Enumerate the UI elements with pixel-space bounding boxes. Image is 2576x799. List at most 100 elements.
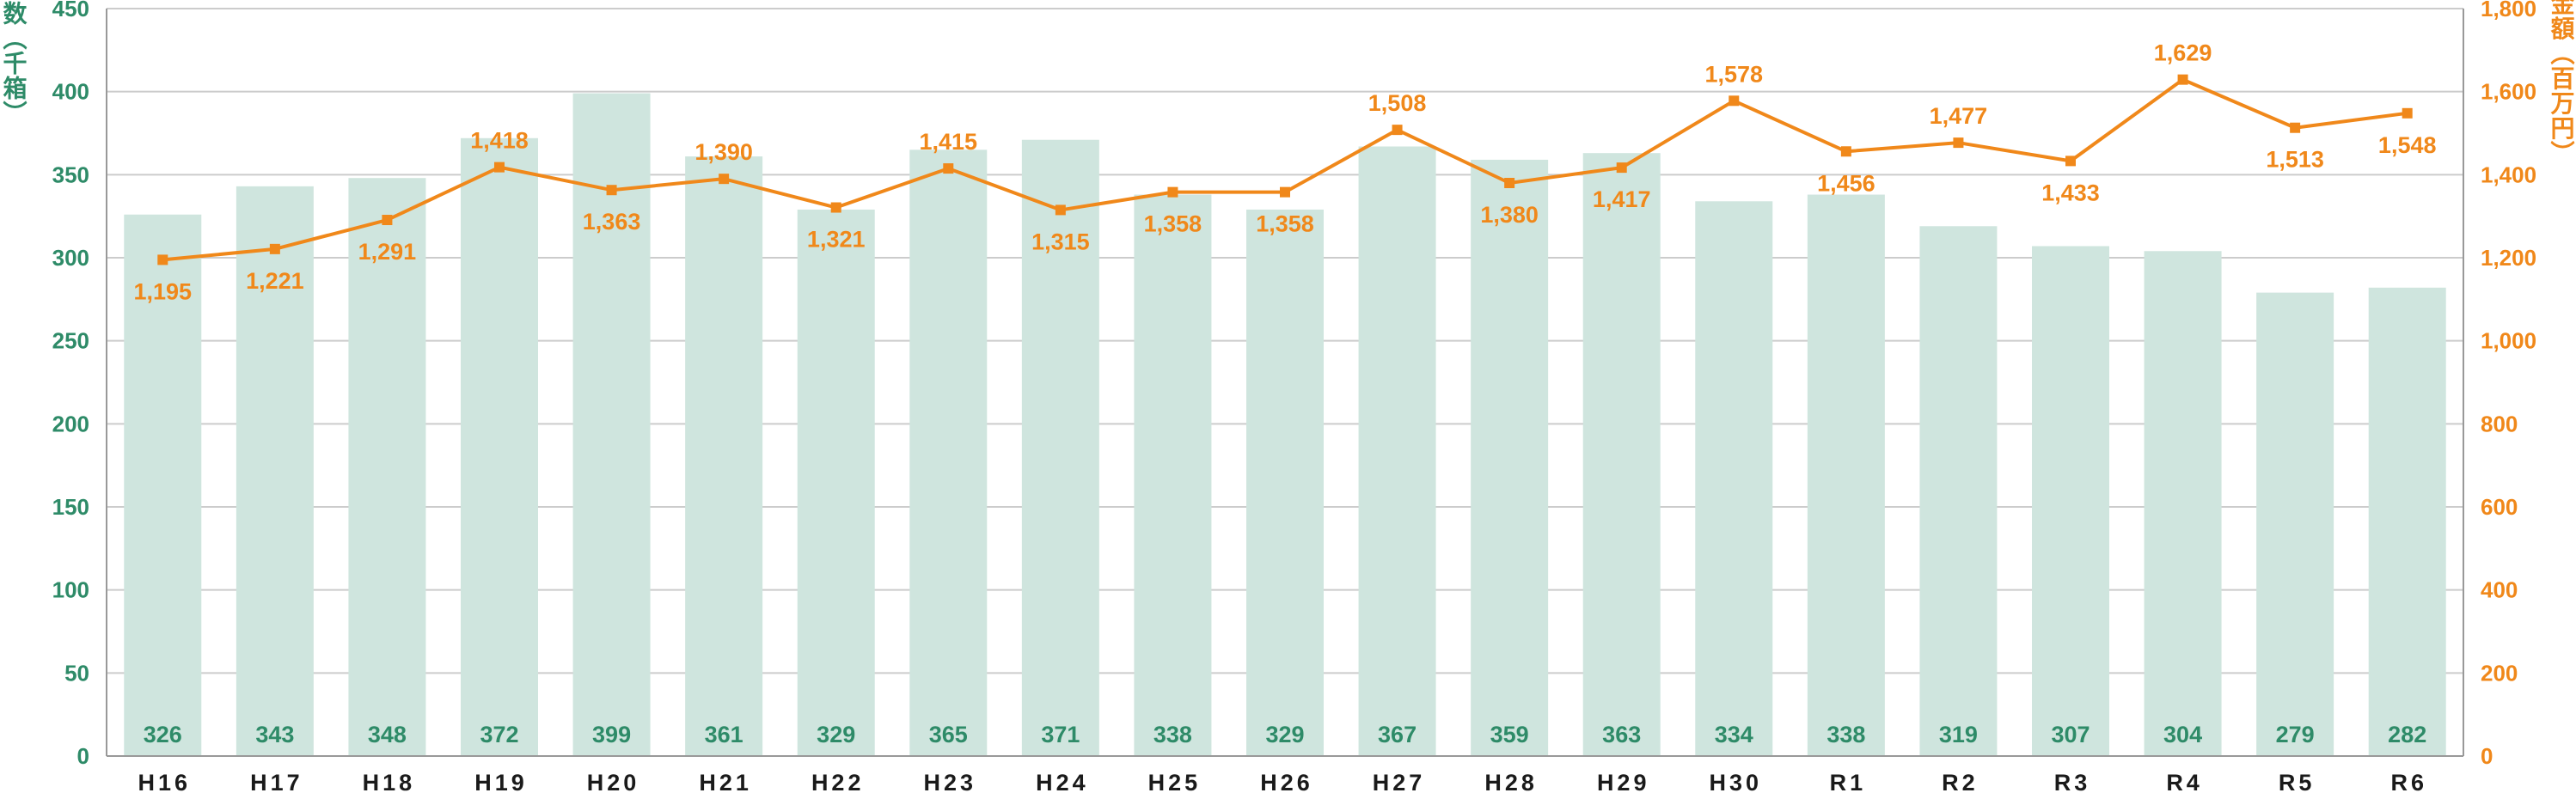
left-tick-label: 150 xyxy=(52,494,89,520)
category-label: H22 xyxy=(811,770,865,796)
axes: 0 0 50 200 100 400 150 600 200 800 250 1,000 300 1,20… xyxy=(52,0,2536,796)
bar-value-label: 326 xyxy=(144,722,182,747)
left-tick-label: 400 xyxy=(52,79,89,105)
bar-value-label: 329 xyxy=(1265,722,1304,747)
left-tick-label: 350 xyxy=(52,162,89,187)
bar-value-label: 348 xyxy=(368,722,407,747)
bar-value-label: 399 xyxy=(592,722,631,747)
line-marker xyxy=(943,163,954,174)
left-axis-title: 取扱箱数（千箱） xyxy=(0,0,28,125)
bar-value-label: 282 xyxy=(2388,722,2426,747)
category-label: H23 xyxy=(924,770,977,796)
bar-value-label: 307 xyxy=(2051,722,2090,747)
line-value-label: 1,358 xyxy=(1256,211,1314,237)
line-value-label: 1,629 xyxy=(2154,40,2212,66)
line-marker xyxy=(1167,186,1178,198)
left-tick-label: 450 xyxy=(52,0,89,21)
line-value-label: 1,363 xyxy=(583,209,641,235)
right-tick-label: 1,800 xyxy=(2481,0,2536,21)
category-label: R2 xyxy=(1942,770,1979,796)
category-label: R3 xyxy=(2054,770,2091,796)
bar xyxy=(236,186,314,756)
bar xyxy=(348,178,426,756)
line-marker xyxy=(1392,125,1403,136)
bar xyxy=(1021,139,1099,756)
bar xyxy=(1471,159,1549,756)
line-value-label: 1,291 xyxy=(358,239,417,265)
line-value-label: 1,321 xyxy=(807,227,866,253)
line-value-label: 1,390 xyxy=(694,139,753,165)
bar-value-label: 363 xyxy=(1602,722,1641,747)
line-value-label: 1,513 xyxy=(2266,147,2324,173)
line-marker xyxy=(830,202,841,213)
line-value-label: 1,508 xyxy=(1368,90,1427,116)
line-value-label: 1,433 xyxy=(2041,180,2100,205)
bar-value-label: 372 xyxy=(480,722,518,747)
bar-value-label: 361 xyxy=(705,722,743,747)
right-tick-label: 800 xyxy=(2481,411,2518,436)
bar xyxy=(685,156,763,757)
right-axis-title: 販売金額（百万円） xyxy=(2548,0,2576,166)
left-tick-label: 100 xyxy=(52,577,89,603)
bar xyxy=(909,149,988,757)
bar-value-label: 359 xyxy=(1490,722,1529,747)
bar-value-label: 365 xyxy=(929,722,968,747)
line-marker xyxy=(494,162,505,173)
line-series xyxy=(157,74,2413,265)
line-value-label: 1,315 xyxy=(1031,229,1090,254)
line-value-label: 1,380 xyxy=(1480,202,1539,228)
bar xyxy=(797,209,875,756)
category-label: H30 xyxy=(1710,770,1763,796)
category-label: H16 xyxy=(138,770,192,796)
bar xyxy=(1807,194,1885,757)
line-marker xyxy=(1280,186,1290,198)
category-label: H19 xyxy=(474,770,528,796)
category-label: H21 xyxy=(699,770,752,796)
line-marker xyxy=(2177,74,2188,85)
line-marker xyxy=(719,174,730,185)
left-tick-label: 200 xyxy=(52,411,89,436)
bar xyxy=(2368,287,2446,756)
category-label: H29 xyxy=(1597,770,1650,796)
left-tick-label: 300 xyxy=(52,245,89,271)
line-marker xyxy=(1055,204,1066,216)
line-marker xyxy=(269,243,280,254)
bar-value-label: 367 xyxy=(1378,722,1416,747)
line-value-label: 1,456 xyxy=(1817,170,1875,196)
bar xyxy=(2032,246,2109,756)
line-marker xyxy=(1616,162,1627,174)
bar-value-label: 338 xyxy=(1826,722,1865,747)
bar xyxy=(2256,292,2334,757)
bar-value-label: 319 xyxy=(1939,722,1978,747)
bar-value-label: 343 xyxy=(255,722,294,747)
category-label: H28 xyxy=(1484,770,1538,796)
bar-value-label: 329 xyxy=(817,722,855,747)
bar xyxy=(1582,153,1661,756)
left-tick-label: 250 xyxy=(52,328,89,354)
bar xyxy=(1134,194,1212,757)
bar xyxy=(1695,201,1773,756)
right-tick-label: 200 xyxy=(2481,660,2518,686)
bar-value-label: 334 xyxy=(1715,722,1753,747)
line-marker xyxy=(2402,107,2413,119)
category-label: H24 xyxy=(1036,770,1089,796)
category-label: H26 xyxy=(1260,770,1313,796)
category-label: H17 xyxy=(250,770,303,796)
line-marker xyxy=(1729,95,1740,107)
bar-value-label: 279 xyxy=(2276,722,2315,747)
bar xyxy=(572,93,651,757)
right-tick-label: 1,000 xyxy=(2481,328,2536,354)
bar xyxy=(124,214,202,756)
line-marker xyxy=(1840,146,1851,157)
line-marker xyxy=(157,254,168,265)
axis-titles: 取扱箱数（千箱） 販売金額（百万円） xyxy=(0,0,2576,166)
category-label: R5 xyxy=(2279,770,2316,796)
line-marker xyxy=(606,185,617,196)
line-marker xyxy=(1953,137,1964,149)
right-tick-label: 1,200 xyxy=(2481,245,2536,271)
category-label: H27 xyxy=(1373,770,1426,796)
line-marker xyxy=(2065,156,2076,167)
category-label: R6 xyxy=(2390,770,2427,796)
